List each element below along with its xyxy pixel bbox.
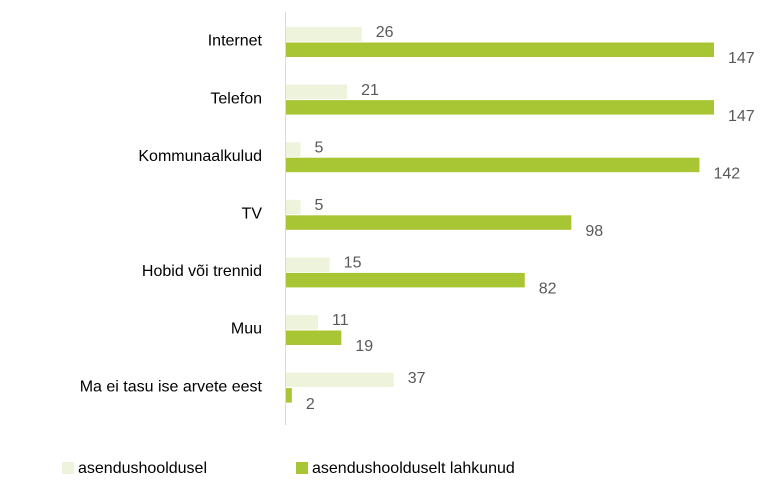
category-label: Hobid või trennid: [142, 263, 262, 280]
bar: [286, 157, 700, 173]
bar: [286, 388, 292, 403]
legend-swatch: [296, 462, 308, 474]
legend-label: asendushoolduselt lahkunud: [312, 460, 515, 477]
category-label: Telefon: [210, 90, 262, 107]
bar: [286, 215, 572, 230]
bar: [286, 257, 330, 272]
value-label: 15: [344, 255, 362, 272]
value-label: 142: [713, 165, 740, 182]
value-label: 37: [408, 370, 426, 387]
bar: [286, 142, 301, 157]
category-label: TV: [242, 206, 263, 223]
value-label: 19: [355, 338, 373, 355]
bar: [286, 42, 714, 57]
value-label: 82: [539, 281, 557, 298]
value-label: 98: [585, 223, 603, 240]
category-label: Muu: [231, 321, 262, 338]
value-label: 2: [306, 396, 315, 413]
value-label: 147: [728, 108, 755, 125]
value-label: 5: [315, 139, 324, 156]
bar: [286, 199, 301, 215]
value-label: 147: [728, 50, 755, 67]
bar: [286, 100, 714, 115]
bar: [286, 315, 319, 330]
value-label: 26: [376, 24, 394, 41]
legend-label: asendushooldusel: [78, 460, 207, 477]
bar: [286, 330, 342, 345]
bar: [286, 27, 362, 42]
value-label: 5: [315, 197, 324, 214]
category-label: Kommunaalkulud: [138, 148, 262, 165]
category-label: Internet: [208, 33, 263, 50]
bar: [286, 272, 525, 288]
legend-swatch: [62, 462, 74, 474]
value-label: 11: [332, 312, 349, 329]
category-label: Ma ei tasu ise arvete eest: [80, 378, 263, 395]
bar: [286, 84, 348, 100]
bar: [286, 372, 394, 388]
value-label: 21: [361, 82, 379, 99]
